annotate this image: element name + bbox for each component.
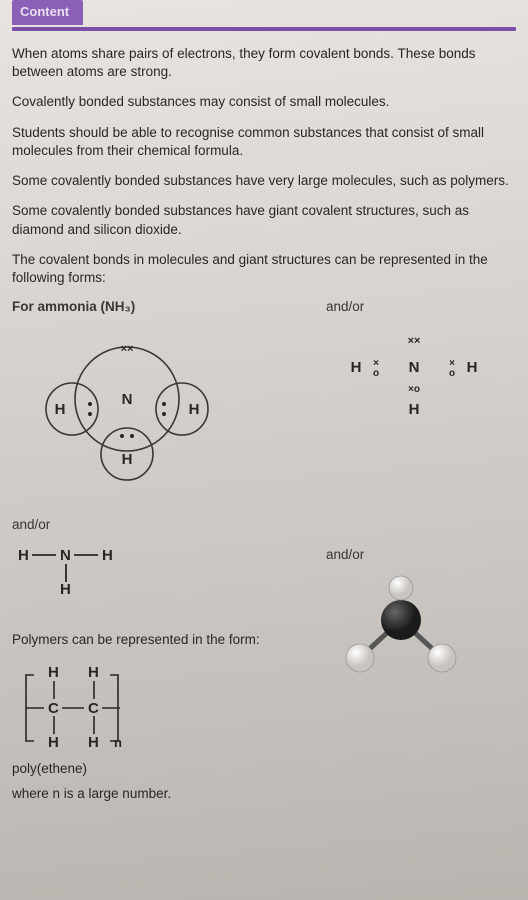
svg-text:H: H [351,359,362,376]
circle-diagram: N H H H ×× [12,324,306,499]
polymer-name: poly(ethene) [12,760,306,778]
andor-1: and/or [326,299,516,314]
para-1: When atoms share pairs of electrons, the… [12,45,516,81]
label-h-left: H [55,401,66,418]
andor-3: and/or [326,547,516,562]
structural-formula: H N H H [12,542,306,607]
para-3: Students should be able to recognise com… [12,124,516,160]
example-label: For ammonia (NH₃) [12,299,306,314]
svg-text:H: H [467,359,478,376]
svg-text:H: H [48,664,59,681]
para-5: Some covalently bonded substances have g… [12,202,516,238]
svg-text:H: H [88,664,99,681]
para-2: Covalently bonded substances may consist… [12,93,516,111]
svg-text:H: H [48,734,59,751]
svg-text:C: C [88,700,99,717]
svg-text:××: ×× [408,335,421,347]
polymer-footnote: where n is a large number. [12,785,306,803]
ball-stick-model [326,572,516,697]
svg-text:H: H [88,734,99,751]
lone-pair: ×× [121,343,134,355]
svg-text:H: H [102,547,113,564]
svg-text:N: N [60,547,71,564]
svg-text:N: N [409,359,420,376]
polymer-intro: Polymers can be represented in the form: [12,631,306,649]
label-n: N [122,391,133,408]
svg-text:H: H [409,401,420,418]
svg-text:C: C [48,700,59,717]
label-h-right: H [189,401,200,418]
svg-text:H: H [60,581,71,598]
svg-text:o: o [373,368,379,379]
polymer-formula: HH CC HH n [12,661,306,756]
accent-divider [12,27,516,31]
dot-cross-diagram: ×× H × o N × o H ×o H [326,324,516,439]
para-4: Some covalently bonded substances have v… [12,172,516,190]
svg-text:o: o [449,368,455,379]
para-6: The covalent bonds in molecules and gian… [12,251,516,287]
label-h-bottom: H [122,451,133,468]
content-tab: Content [12,0,83,25]
svg-text:×o: ×o [408,384,420,395]
svg-text:H: H [18,547,29,564]
andor-2: and/or [12,517,306,532]
